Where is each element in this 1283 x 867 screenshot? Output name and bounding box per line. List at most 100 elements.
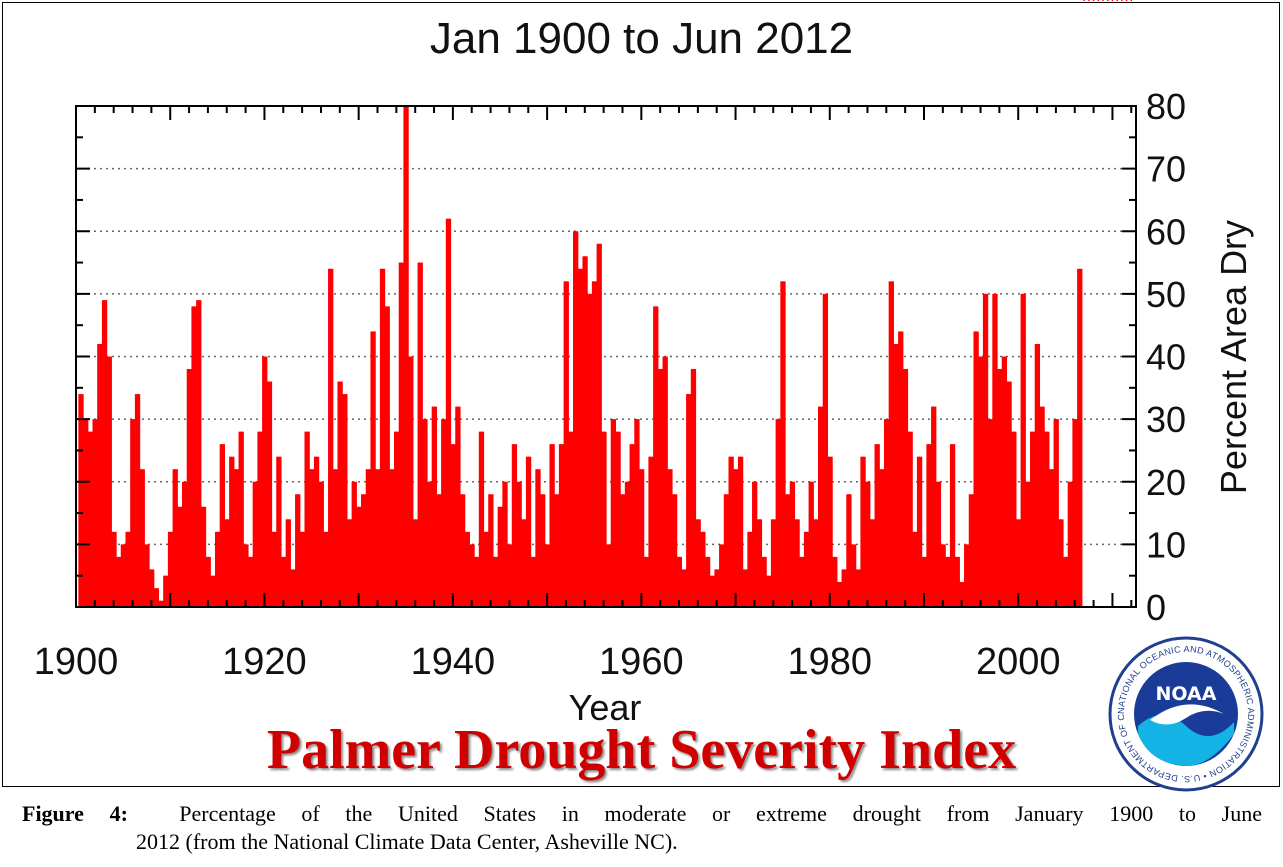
bar-tip xyxy=(664,356,666,358)
bar-tip xyxy=(697,519,699,521)
bar-tip xyxy=(593,281,595,283)
bar xyxy=(144,544,150,608)
bar-tip xyxy=(923,556,925,558)
x-tick-label: 1900 xyxy=(34,641,119,683)
bar-tip xyxy=(504,481,506,483)
bar-tip xyxy=(565,281,567,283)
bar-tip xyxy=(904,369,906,371)
bar-tip xyxy=(1116,0,1118,1)
bar-tip xyxy=(692,369,694,371)
bar xyxy=(332,469,339,607)
bar xyxy=(573,231,579,607)
bar-tip xyxy=(329,268,332,270)
bar xyxy=(818,406,824,607)
bar-tip xyxy=(1069,481,1071,483)
figure-frame xyxy=(2,2,1280,787)
bar-tip xyxy=(786,494,789,496)
bar-tip xyxy=(569,431,572,433)
bar xyxy=(728,456,734,607)
bar-tip xyxy=(1064,556,1067,558)
bar xyxy=(1025,481,1031,607)
bar-tip xyxy=(461,494,464,496)
bar-tip xyxy=(254,481,256,483)
bar xyxy=(803,531,810,607)
bar xyxy=(459,494,466,607)
bar xyxy=(191,306,197,607)
bar-tip xyxy=(438,494,440,496)
bar-tip xyxy=(485,531,487,533)
bar xyxy=(822,293,829,608)
caption-text-line1: Percentage of the United States in moder… xyxy=(179,801,1262,826)
bar xyxy=(624,481,631,607)
grid-lines xyxy=(76,167,1136,546)
bar-tip xyxy=(1083,0,1085,1)
bar xyxy=(865,481,871,607)
bar-tip xyxy=(979,356,982,358)
bar xyxy=(775,419,781,608)
bar-tip xyxy=(791,481,793,483)
bar-tip xyxy=(758,519,760,521)
bar-tip xyxy=(178,506,181,508)
bar xyxy=(968,494,975,607)
bar xyxy=(634,419,640,608)
bar xyxy=(1062,556,1069,607)
bar xyxy=(949,444,956,607)
bar-tip xyxy=(744,569,746,571)
bar xyxy=(841,569,847,607)
y-axis-label: Percent Area Dry xyxy=(1213,220,1254,494)
bar-tip xyxy=(989,419,991,421)
bar xyxy=(309,469,315,607)
bar-tip xyxy=(598,243,600,245)
bar-tip xyxy=(748,531,751,533)
bar-tip xyxy=(112,531,115,533)
bar-tip xyxy=(772,519,774,521)
bar-tip xyxy=(899,331,902,333)
bar xyxy=(290,569,296,607)
bar-tip xyxy=(777,419,779,421)
bar xyxy=(149,569,155,607)
bar xyxy=(747,531,753,607)
bar xyxy=(794,519,800,607)
bar-tip xyxy=(183,481,186,483)
bar-tip xyxy=(913,531,916,533)
bar xyxy=(431,406,437,607)
bar-tip xyxy=(716,569,718,571)
bar xyxy=(733,469,739,607)
bar-tip xyxy=(428,481,431,483)
bar-tip xyxy=(880,469,883,471)
bar xyxy=(1039,406,1045,607)
bar xyxy=(945,556,951,607)
bar xyxy=(1072,419,1078,608)
bar xyxy=(101,300,108,607)
chart-title: Jan 1900 to Jun 2012 xyxy=(429,14,854,63)
bar xyxy=(549,444,555,607)
bar xyxy=(827,456,833,607)
bar xyxy=(219,444,225,607)
bar-tip xyxy=(970,494,972,496)
bar-tip xyxy=(862,456,864,458)
bar-tip xyxy=(1121,0,1123,1)
bar xyxy=(563,281,569,607)
bar xyxy=(554,494,560,607)
bar-tip xyxy=(932,406,935,408)
bar-tip xyxy=(235,469,237,471)
bar xyxy=(1030,431,1036,607)
bar xyxy=(1048,469,1055,607)
bar-tip xyxy=(852,544,855,546)
bar xyxy=(836,581,843,607)
bar-tip xyxy=(551,444,553,446)
bar xyxy=(1015,519,1022,607)
bar-tip xyxy=(687,394,690,396)
bar-tip xyxy=(607,544,610,546)
bar-tip xyxy=(1036,343,1038,345)
bar-tip xyxy=(1097,0,1100,1)
bar-tip xyxy=(635,419,638,421)
bar-tip xyxy=(1022,293,1024,295)
bar-tip xyxy=(975,331,977,333)
bar xyxy=(342,394,348,607)
bar xyxy=(497,506,503,607)
bar-tip xyxy=(810,481,812,483)
bar xyxy=(992,293,998,608)
bar-tip xyxy=(767,575,770,577)
bar-tip xyxy=(423,419,426,421)
